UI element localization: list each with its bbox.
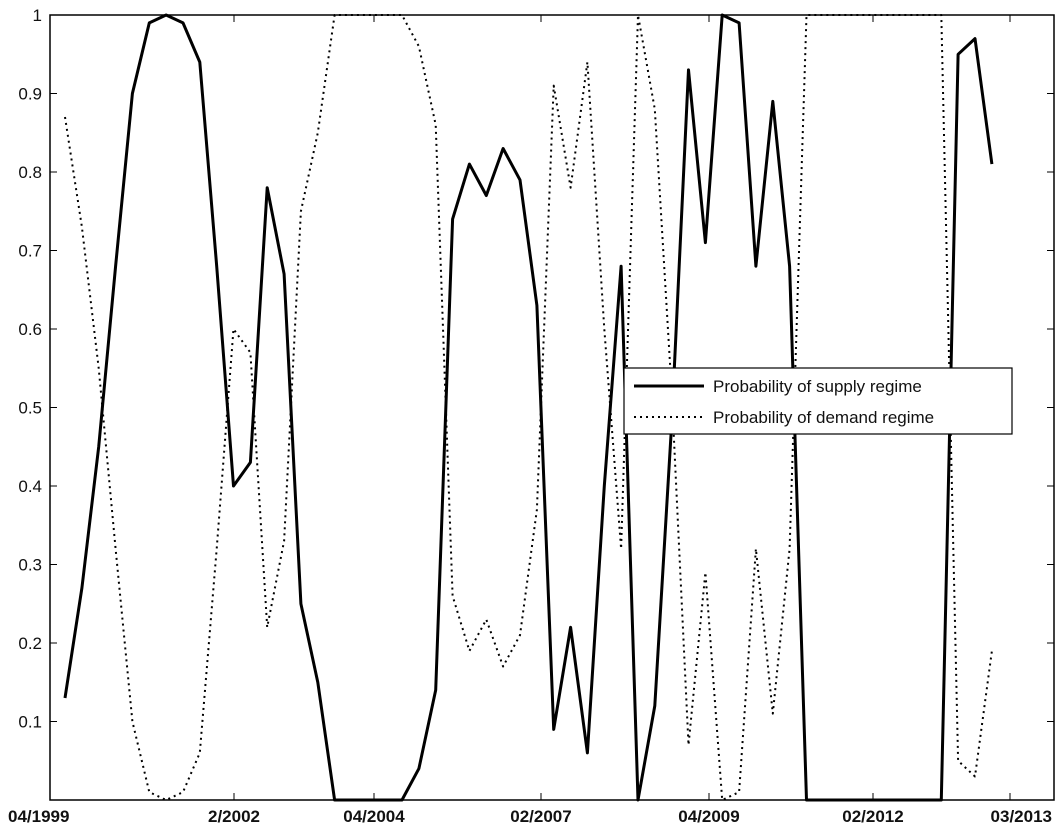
x-tick-label: 04/1999: [8, 807, 69, 826]
y-tick-label: 0.4: [18, 477, 42, 496]
legend-box: [623, 367, 1013, 435]
y-axis: 0.1 0.2 0.3 0.4 0.5 0.6 0.7 0.8 0.9 1: [18, 6, 1054, 732]
legend-label-supply: Probability of supply regime: [713, 377, 922, 396]
y-tick-label: 0.1: [18, 713, 42, 732]
y-tick-label: 0.3: [18, 556, 42, 575]
x-tick-label: 2/2002: [208, 807, 260, 826]
y-tick-label: 1: [33, 6, 42, 25]
x-tick-label: 03/2013: [991, 807, 1052, 826]
series-line-supply: [63, 13, 994, 802]
x-axis: 04/1999 2/2002 04/2004 02/2007 04/2009 02/201…: [8, 15, 1052, 826]
y-tick-label: 0.9: [18, 85, 42, 104]
y-tick-label: 0.8: [18, 163, 42, 182]
x-tick-label: 02/2007: [510, 807, 571, 826]
y-tick-label: 0.7: [18, 242, 42, 261]
legend: Probability of supply regime Probability…: [623, 367, 1013, 435]
y-tick-label: 0.2: [18, 634, 42, 653]
x-tick-label: 04/2004: [343, 807, 405, 826]
series-layer: [63, 13, 994, 802]
series-line-demand: [64, 14, 993, 801]
y-tick-label: 0.5: [18, 399, 42, 418]
x-tick-label: 02/2012: [842, 807, 903, 826]
legend-label-demand: Probability of demand regime: [713, 408, 934, 427]
x-tick-label: 04/2009: [678, 807, 739, 826]
y-tick-label: 0.6: [18, 320, 42, 339]
